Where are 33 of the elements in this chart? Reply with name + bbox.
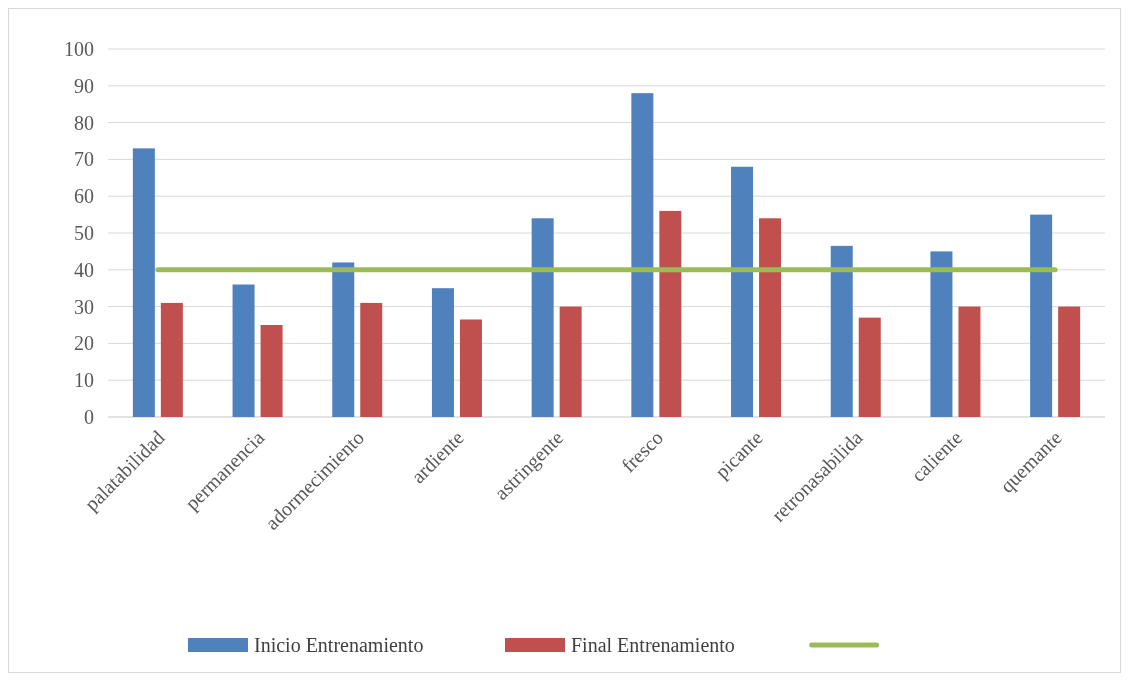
bar [360, 302, 383, 417]
bar [631, 93, 654, 417]
legend-label: Inicio Entrenamiento [254, 634, 424, 656]
y-tick-label: 50 [74, 222, 94, 244]
y-tick-label: 40 [74, 258, 94, 281]
y-tick-label: 80 [74, 111, 94, 134]
y-tick-label: 0 [84, 406, 94, 428]
bar [332, 262, 355, 417]
bar [232, 284, 255, 417]
y-tick-label: 10 [74, 369, 94, 392]
bar [759, 218, 782, 417]
bar [1058, 306, 1081, 417]
y-tick-label: 70 [74, 148, 94, 171]
y-tick-label: 60 [74, 185, 94, 208]
bar [160, 302, 183, 417]
bar [1030, 214, 1053, 417]
bar [830, 245, 853, 417]
bar [958, 306, 981, 417]
bar [132, 148, 155, 417]
y-tick-label: 100 [64, 38, 94, 60]
bar [731, 166, 754, 417]
bar [459, 319, 482, 417]
y-tick-label: 30 [74, 295, 94, 318]
bar [531, 218, 554, 417]
bar [260, 325, 283, 417]
bar [858, 317, 881, 417]
bar [559, 306, 582, 417]
bar [659, 210, 682, 417]
bar [930, 251, 953, 417]
y-tick-label: 90 [74, 74, 94, 97]
bar [431, 288, 454, 417]
y-tick-label: 20 [74, 332, 94, 355]
legend-label: Final Entrenamiento [571, 634, 735, 656]
